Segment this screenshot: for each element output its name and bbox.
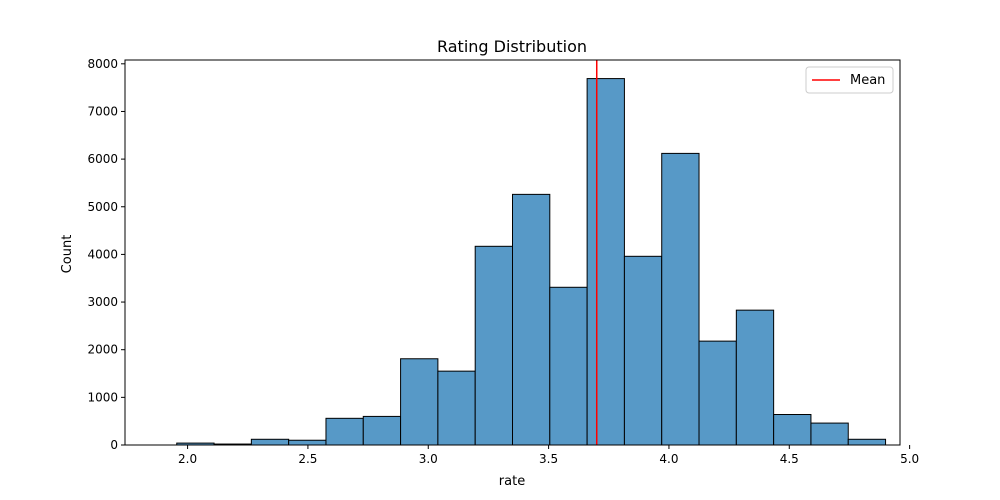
- x-tick-label-4: 4.0: [659, 452, 678, 466]
- y-tick-label-6: 6000: [87, 152, 118, 166]
- y-tick-label-8: 8000: [87, 57, 118, 71]
- histogram-bar-6: [362, 415, 402, 446]
- x-tick-label-1: 2.5: [298, 452, 317, 466]
- histogram-bar-19: [847, 438, 887, 446]
- legend: Mean: [805, 66, 894, 94]
- y-tick-label-2: 2000: [87, 343, 118, 357]
- histogram-bar-17: [773, 414, 812, 446]
- x-tick-label-0: 2.0: [178, 452, 197, 466]
- y-tick-label-4: 4000: [87, 247, 118, 261]
- histogram-bar-13: [623, 255, 663, 446]
- histogram-bar-8: [437, 370, 476, 446]
- y-tick-label-1: 1000: [87, 390, 118, 404]
- legend-entry-mean: Mean: [850, 73, 885, 88]
- histogram-bar-18: [810, 422, 849, 446]
- y-tick-label-5: 5000: [87, 200, 118, 214]
- histogram-bar-4: [288, 439, 327, 446]
- histogram-bar-5: [325, 417, 364, 446]
- histogram-bar-10: [512, 193, 551, 446]
- histogram-bar-9: [474, 245, 513, 446]
- y-tick-label-3: 3000: [87, 295, 118, 309]
- x-tick-label-5: 4.5: [780, 452, 799, 466]
- histogram-bar-7: [400, 358, 439, 446]
- histogram-bar-15: [698, 340, 737, 446]
- x-tick-label-6: 5.0: [900, 452, 919, 466]
- plot-frame: [124, 59, 901, 446]
- histogram-bars: [176, 78, 887, 446]
- y-tick-label-0: 0: [110, 438, 118, 452]
- histogram-bar-3: [250, 438, 290, 446]
- histogram-bar-16: [735, 309, 775, 446]
- histogram-bar-11: [549, 286, 588, 446]
- x-axis-label: rate: [499, 474, 525, 489]
- y-tick-label-7: 7000: [87, 104, 118, 118]
- y-axis-ticks: 0 1000 2000 3000 4000 5000 6000 7000 8000: [87, 57, 125, 452]
- histogram-bar-14: [661, 152, 700, 446]
- y-axis-label: Count: [60, 235, 75, 274]
- legend-box: [805, 66, 894, 94]
- histogram-bar-12: [586, 78, 625, 446]
- x-axis-ticks: 2.0 2.5 3.0 3.5 4.0 4.5 5.0: [178, 445, 919, 466]
- x-tick-label-2: 3.0: [419, 452, 438, 466]
- chart-title: Rating Distribution: [437, 37, 587, 56]
- x-tick-label-3: 3.5: [539, 452, 558, 466]
